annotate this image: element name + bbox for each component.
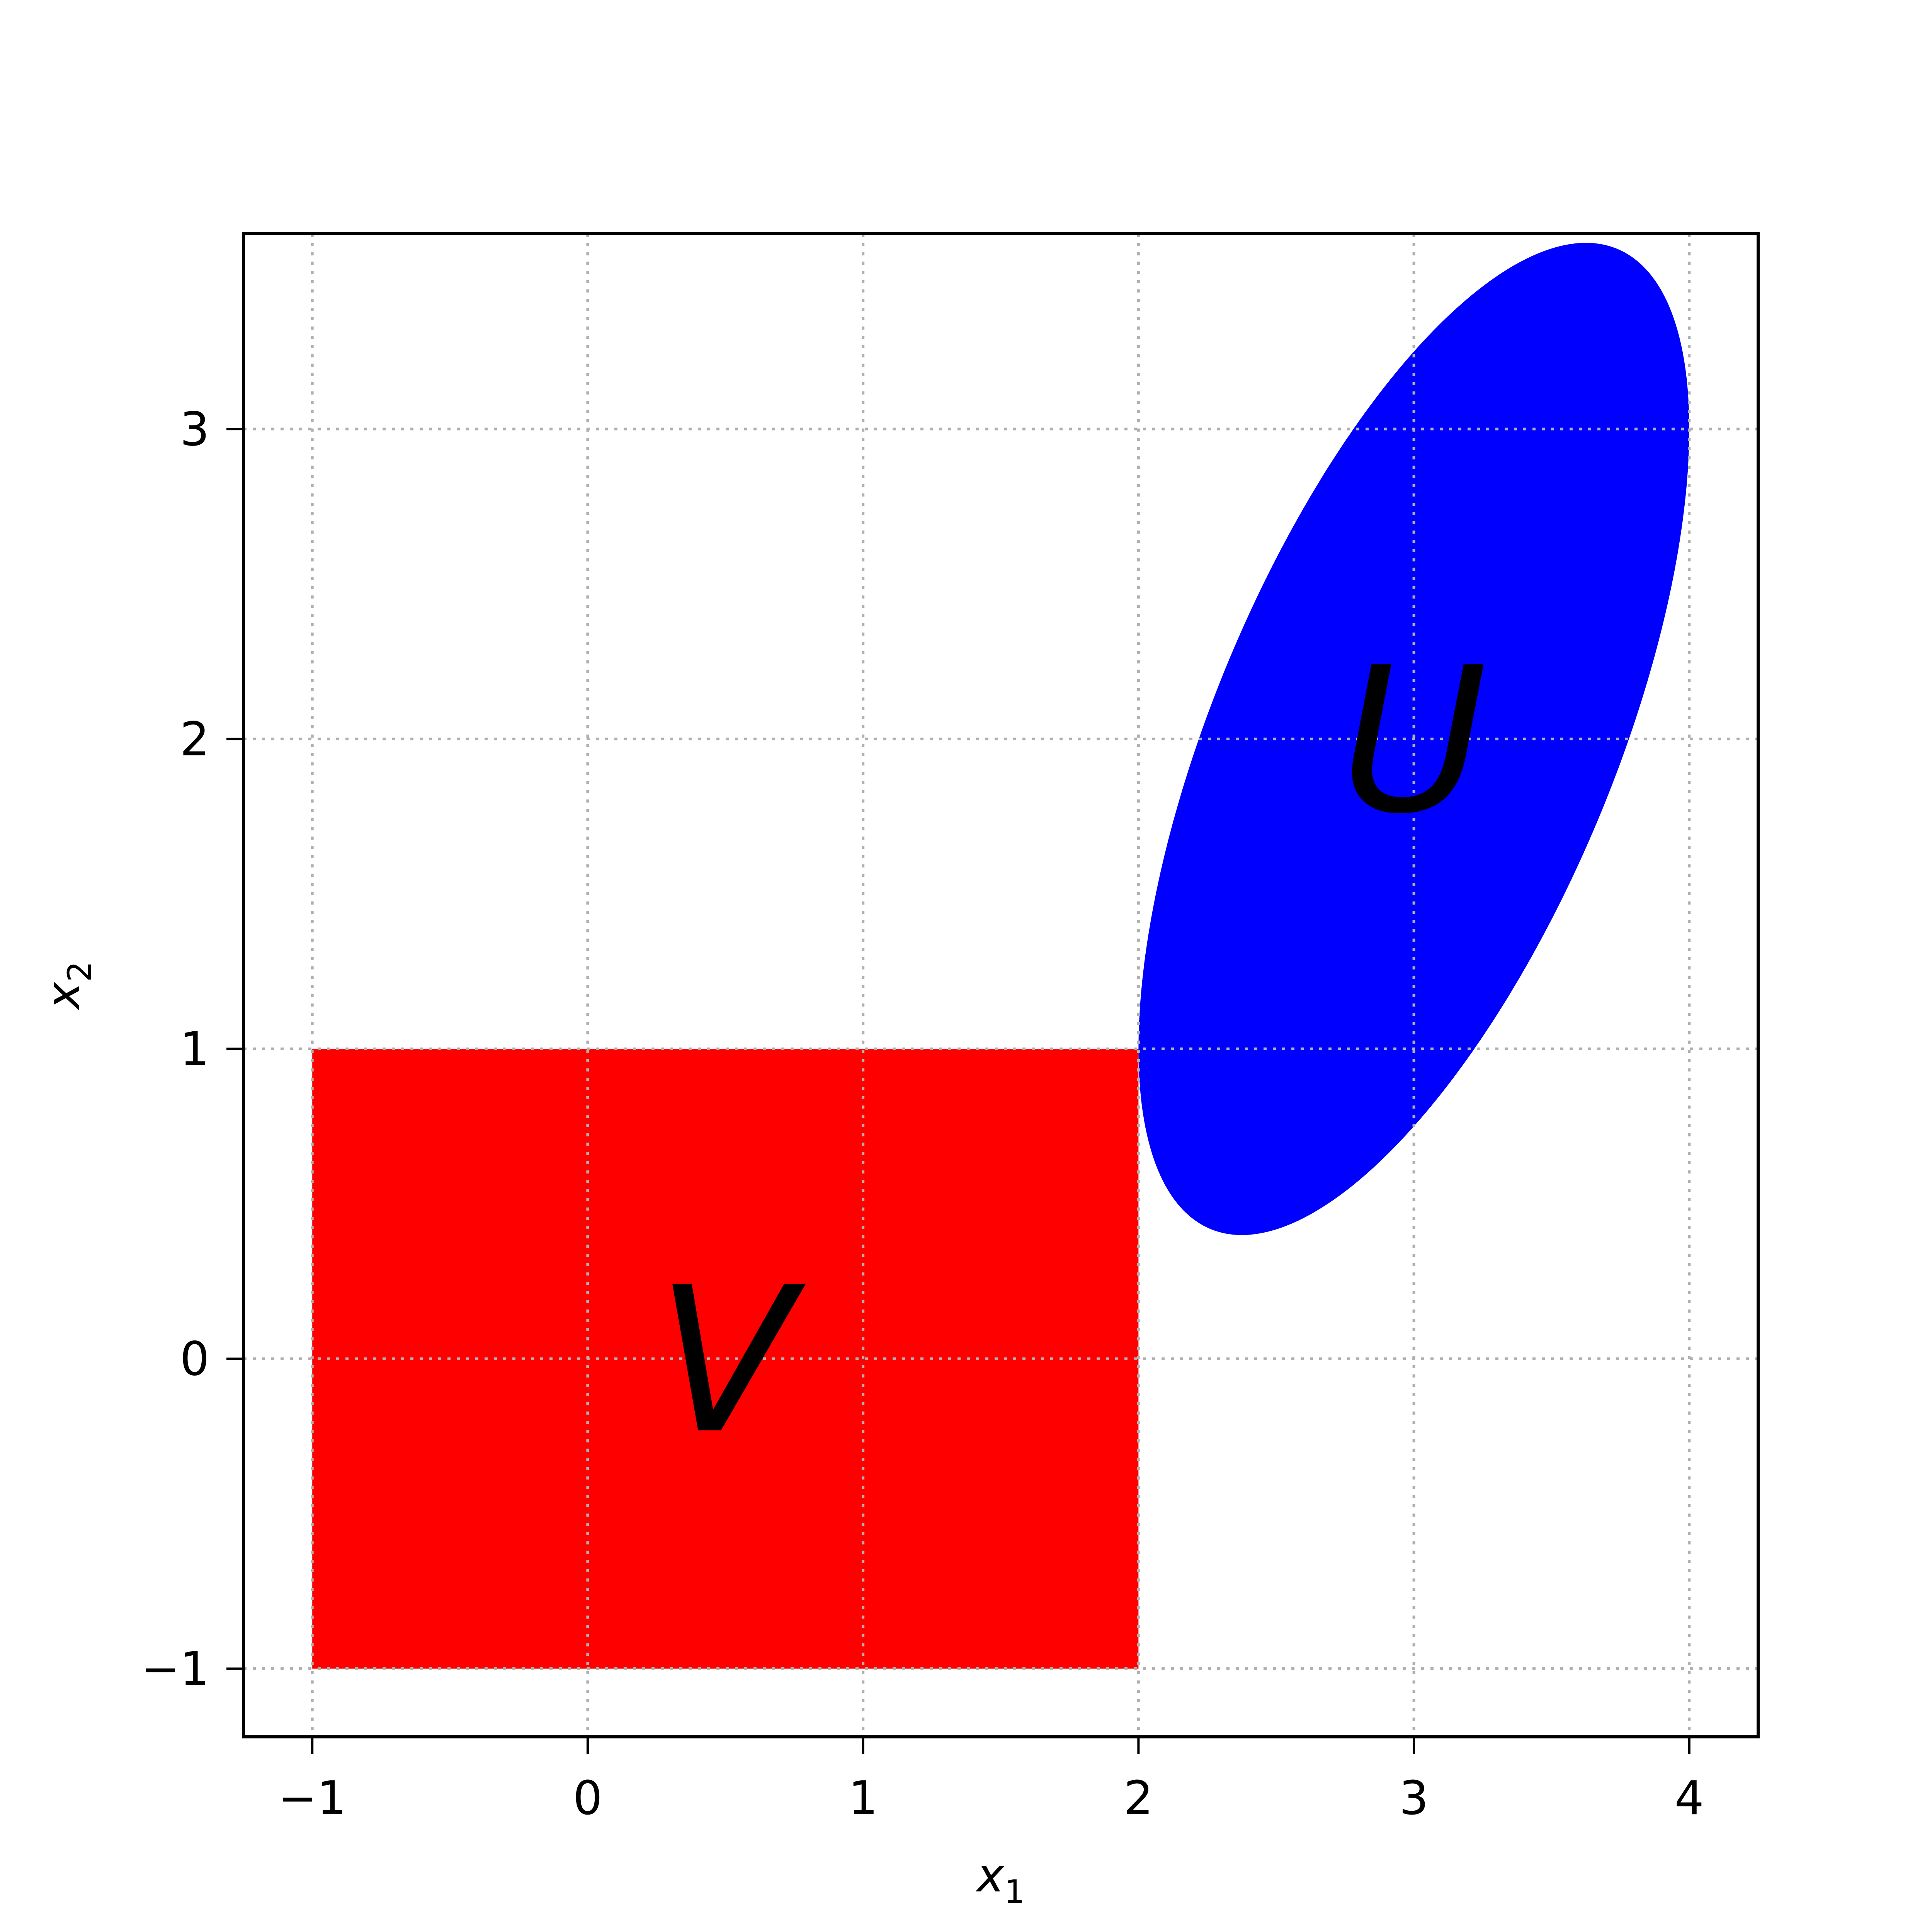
y-tick-label: 0 [180, 1332, 209, 1386]
x-tick-label: 2 [1124, 1772, 1153, 1825]
y-tick-label: −1 [141, 1643, 209, 1696]
y-axis-label: x2 [37, 961, 99, 1011]
x-tick-label: 1 [848, 1772, 878, 1825]
x-tick-label: −1 [278, 1772, 347, 1825]
x-tick-label: 4 [1675, 1772, 1704, 1825]
x-axis-label: x1 [975, 1849, 1025, 1911]
region-v-label: V [656, 1243, 807, 1478]
axes-frame [242, 232, 1760, 1738]
region-u-label: U [1340, 624, 1488, 858]
y-tick-label: 2 [180, 713, 209, 766]
x-axis-label-subscript: 1 [1004, 1873, 1025, 1911]
axes-border [242, 232, 1760, 1738]
x-axis-label-main: x [975, 1849, 1005, 1903]
region-labels: VU [656, 624, 1487, 1478]
y-tick-label: 1 [180, 1022, 209, 1076]
ticks: −1 0 1 2 3 4 −1 0 1 2 3 [141, 403, 1704, 1825]
y-axis-label-main: x [37, 981, 90, 1011]
y-tick-label: 3 [180, 403, 209, 456]
y-axis-label-subscript: 2 [61, 961, 99, 982]
x-tick-label: 3 [1399, 1772, 1429, 1825]
x-tick-label: 0 [573, 1772, 602, 1825]
grid [243, 234, 1758, 1737]
